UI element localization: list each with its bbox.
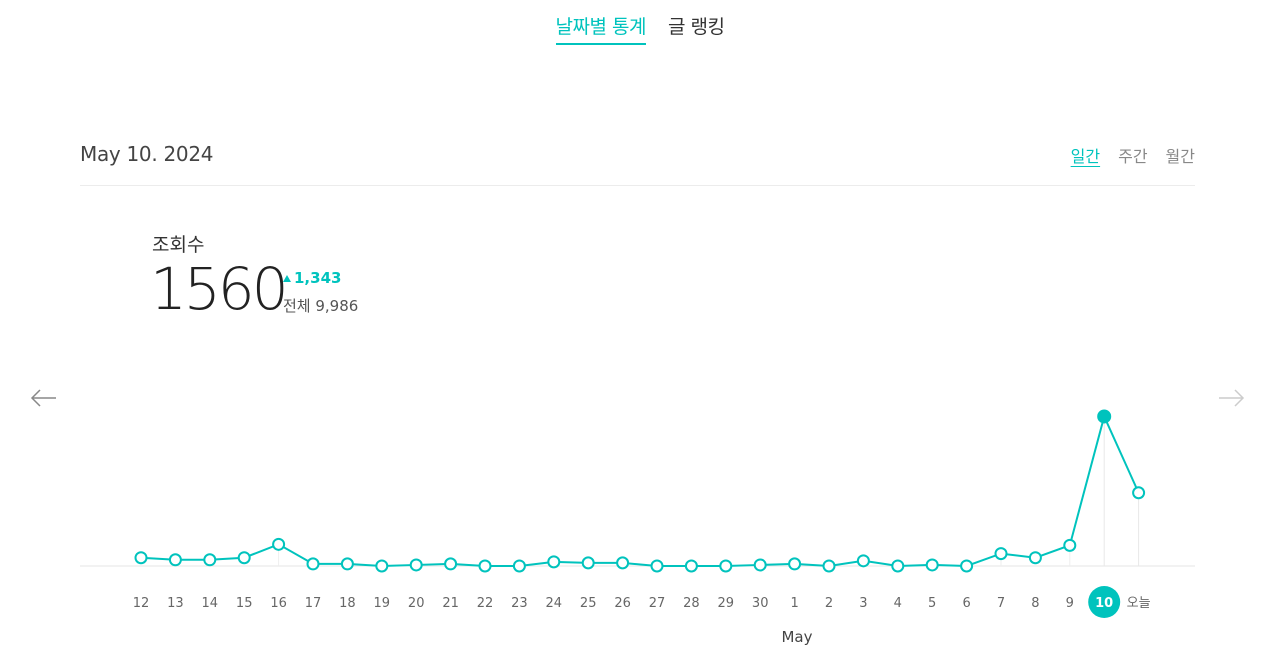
data-point-2 xyxy=(822,559,836,573)
x-tick-label-24: 24 xyxy=(546,596,563,611)
data-point-21 xyxy=(444,557,458,571)
data-point-9 xyxy=(1063,538,1077,552)
x-tick-label-7: 7 xyxy=(997,596,1005,611)
x-tick-label-13: 13 xyxy=(167,596,184,611)
x-tick-label-26: 26 xyxy=(614,596,631,611)
data-point-18 xyxy=(340,557,354,571)
data-point-25 xyxy=(581,556,595,570)
arrow-right-icon[interactable] xyxy=(1216,383,1246,413)
x-tick-label-6: 6 xyxy=(962,596,970,611)
data-point-29 xyxy=(719,559,733,573)
data-point-14 xyxy=(203,553,217,567)
x-tick-label-16: 16 xyxy=(270,596,287,611)
period-tabs: 일간 주간 월간 xyxy=(1071,143,1195,167)
x-tick-label-15: 15 xyxy=(236,596,253,611)
data-point-6 xyxy=(960,559,974,573)
metric-change-value: 1,343 xyxy=(294,269,342,287)
views-line-chart: 12 13 14 15 16 17 18 19 20 21 22 23 24 25 26 27 28 29 30 1 2… xyxy=(80,409,1195,646)
metric-change: 1,343 xyxy=(283,269,341,287)
data-point-오늘 xyxy=(1132,486,1146,500)
data-point-19 xyxy=(375,559,389,573)
x-tick-label-23: 23 xyxy=(511,596,528,611)
data-point-1 xyxy=(788,557,802,571)
period-tab-daily[interactable]: 일간 xyxy=(1070,147,1101,166)
x-tick-label-1: 1 xyxy=(790,596,798,611)
x-tick-label-3: 3 xyxy=(859,596,867,611)
x-tick-label-28: 28 xyxy=(683,596,700,611)
data-point-5 xyxy=(925,558,939,572)
data-point-3 xyxy=(856,554,870,568)
data-point-8 xyxy=(1028,551,1042,565)
data-point-15 xyxy=(237,551,251,565)
series-line-views xyxy=(140,413,1140,567)
tab-daily-stats[interactable]: 날짜별 통계 xyxy=(555,12,646,45)
x-tick-label-14: 14 xyxy=(202,596,219,611)
x-tick-label-20: 20 xyxy=(408,596,425,611)
metric-value: 1560 xyxy=(150,255,289,323)
x-tick-label-4: 4 xyxy=(894,596,902,611)
x-tick-label-5: 5 xyxy=(928,596,936,611)
data-point-20 xyxy=(409,558,423,572)
x-tick-label-30: 30 xyxy=(752,596,769,611)
x-tick-label-8: 8 xyxy=(1031,596,1039,611)
data-point-22 xyxy=(478,559,492,573)
tab-post-ranking[interactable]: 글 랭킹 xyxy=(667,16,725,38)
x-tick-label-12: 12 xyxy=(133,596,150,611)
data-point-27 xyxy=(650,559,664,573)
data-point-28 xyxy=(684,559,698,573)
stats-header: May 10. 2024 일간 주간 월간 xyxy=(80,140,1195,186)
data-point-13 xyxy=(168,553,182,567)
data-point-10 xyxy=(1097,409,1112,424)
period-tab-monthly[interactable]: 월간 xyxy=(1165,147,1195,166)
x-tick-label-25: 25 xyxy=(580,596,597,611)
data-point-23 xyxy=(512,559,526,573)
x-tick-label-29: 29 xyxy=(718,596,735,611)
selected-date-badge xyxy=(1088,586,1121,618)
triangle-up-icon xyxy=(283,274,291,282)
data-point-17 xyxy=(306,557,320,571)
data-point-16 xyxy=(272,537,286,551)
data-point-26 xyxy=(616,556,630,570)
metric-label: 조회수 xyxy=(152,234,205,256)
x-tick-label-19: 19 xyxy=(374,596,391,611)
x-tick-label-21: 21 xyxy=(442,596,459,611)
data-point-30 xyxy=(753,558,767,572)
date-label: May 10. 2024 xyxy=(80,142,214,166)
data-point-24 xyxy=(547,555,561,569)
data-point-7 xyxy=(994,547,1008,561)
x-axis-title: May xyxy=(781,628,812,646)
data-point-4 xyxy=(891,559,905,573)
x-tick-label-27: 27 xyxy=(649,596,666,611)
arrow-left-icon[interactable] xyxy=(29,383,59,413)
x-tick-label-오늘: 오늘 xyxy=(1127,596,1151,611)
x-tick-label-22: 22 xyxy=(477,596,494,611)
x-tick-label-10: 10 xyxy=(1095,596,1113,611)
top-tabs: 날짜별 통계 글 랭킹 xyxy=(0,12,1280,45)
x-tick-label-17: 17 xyxy=(305,596,322,611)
x-tick-label-18: 18 xyxy=(339,596,356,611)
period-tab-weekly[interactable]: 주간 xyxy=(1118,147,1148,166)
data-point-12 xyxy=(134,551,148,565)
metric-total: 전체 9,986 xyxy=(283,297,359,315)
x-tick-label-9: 9 xyxy=(1066,596,1074,611)
x-tick-label-2: 2 xyxy=(825,596,833,611)
